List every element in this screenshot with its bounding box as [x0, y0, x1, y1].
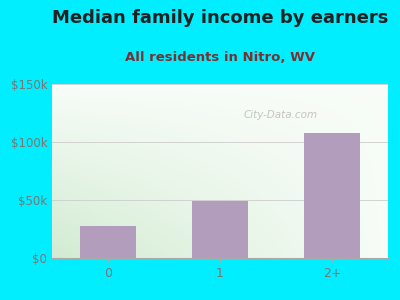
Text: Median family income by earners: Median family income by earners — [52, 9, 388, 27]
Text: All residents in Nitro, WV: All residents in Nitro, WV — [125, 51, 315, 64]
Bar — [192, 201, 248, 258]
Text: City-Data.com: City-Data.com — [244, 110, 318, 120]
Bar — [80, 226, 136, 258]
Bar — [304, 133, 360, 258]
